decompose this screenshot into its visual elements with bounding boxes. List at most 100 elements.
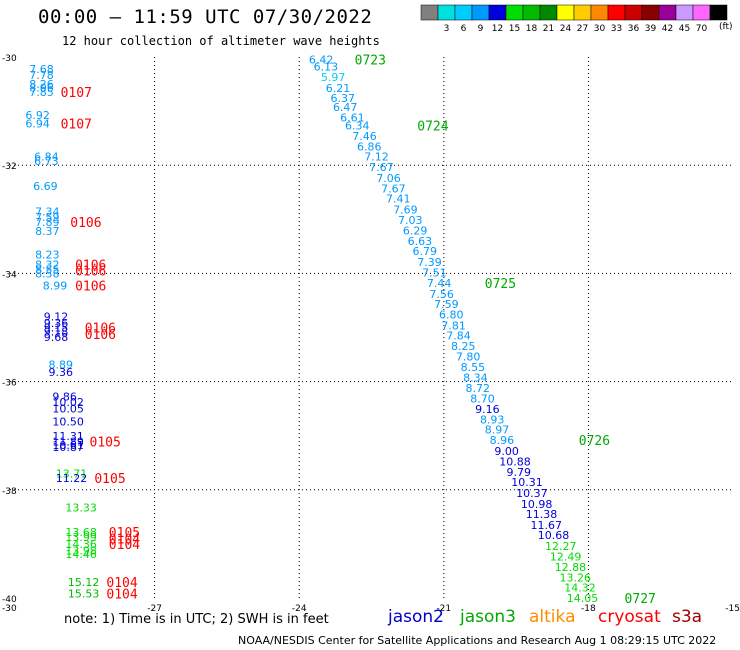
swh-value-label: 7.84	[446, 330, 471, 343]
swh-value-label: 12.88	[555, 561, 587, 574]
swh-value-label: 9.16	[475, 403, 500, 416]
x-tick-label: -30	[2, 604, 17, 614]
swh-value-label: 8.23	[35, 248, 60, 261]
swh-value-label: 10.37	[516, 487, 548, 500]
colorbar-label: 6	[461, 24, 467, 34]
swh-value-label: 9.36	[49, 366, 73, 379]
time-label: 0723	[355, 54, 386, 69]
time-label: 0105	[94, 472, 125, 487]
y-tick-label: -30	[2, 54, 17, 64]
swh-value-label: 11.31	[52, 430, 84, 443]
colorbar-label: 24	[560, 24, 572, 34]
colorbar-label: 36	[628, 24, 640, 34]
colorbar-label: 30	[594, 24, 606, 34]
colorbar-label: 39	[645, 24, 657, 34]
time-label: 0104	[106, 588, 137, 603]
swh-value-label: 6.94	[25, 118, 50, 131]
colorbar-swatch	[590, 4, 609, 21]
y-tick-label: -40	[2, 595, 17, 605]
colorbar-label: 21	[543, 24, 554, 34]
time-label: 0106	[70, 216, 101, 231]
swh-value-label: 9.36	[44, 317, 69, 330]
swh-value-label: 13.26	[559, 571, 591, 584]
colorbar-swatch	[573, 4, 592, 21]
swh-value-label: 12.49	[550, 550, 582, 563]
colorbar-swatch	[556, 4, 575, 21]
time-label: 0106	[85, 322, 116, 337]
legend-altika: altika	[529, 607, 576, 627]
swh-value-label: 8.32	[35, 259, 60, 272]
x-tick-label: -21	[436, 604, 451, 614]
swh-value-label: 7.39	[417, 256, 442, 269]
swh-value-label: 7.85	[29, 86, 53, 99]
colorbar-swatch	[488, 4, 507, 21]
swh-value-label: 8.89	[49, 358, 73, 371]
swh-value-label: 13.33	[65, 502, 97, 515]
track-west: 7.687.788.268.067.85 6.926.94 6.846.73 6.69…	[25, 63, 140, 603]
swh-value-label: 7.03	[398, 214, 423, 227]
colorbar-label: 18	[526, 24, 538, 34]
swh-value-label: 10.88	[499, 456, 530, 469]
colorbar-label: 3	[444, 24, 450, 34]
swh-value-label: 7.69	[393, 204, 418, 217]
footer-note: note: 1) Time is in UTC; 2) SWH is in fe…	[64, 612, 329, 627]
swh-value-label: 10.61	[52, 439, 84, 452]
x-tick-label: -24	[292, 604, 307, 614]
swh-value-label: 13.99	[65, 531, 97, 544]
colorbar-label: 33	[611, 24, 622, 34]
swh-value-label: 9.15	[44, 322, 69, 335]
swh-value-label: 7.78	[29, 69, 53, 82]
swh-value-label: 7.59	[35, 211, 60, 224]
swh-value-label: 15.53	[68, 588, 100, 601]
swh-value-label: 10.05	[52, 403, 84, 416]
time-label: 0725	[485, 277, 516, 292]
swh-value-label: 6.63	[408, 235, 433, 248]
swh-value-label: 6.42	[309, 54, 334, 67]
x-tick-label: -27	[147, 604, 162, 614]
swh-value-label: 9.79	[506, 466, 530, 479]
swh-value-label: 8.97	[485, 424, 510, 437]
swh-value-label: 7.12	[364, 151, 389, 164]
swh-value-label: 9.00	[494, 445, 519, 458]
colorbar-swatch	[420, 4, 439, 21]
colorbar-label: 70	[696, 24, 708, 34]
swh-value-label: 6.13	[314, 61, 339, 74]
time-label: 0726	[579, 434, 610, 449]
swh-value-label: 10.31	[511, 476, 543, 489]
swh-value-label: 6.21	[326, 82, 351, 95]
swh-value-label: 6.80	[439, 309, 464, 322]
colorbar-unit: (ft)	[719, 22, 733, 32]
swh-value-label: 6.61	[340, 112, 365, 125]
time-label: 0107	[61, 118, 92, 133]
swh-value-label: 8.55	[35, 264, 60, 277]
swh-value-label: 10.02	[52, 396, 84, 409]
time-label: 0104	[109, 532, 140, 547]
swh-value-label: 6.29	[403, 225, 428, 238]
legend-jason2: jason2	[388, 607, 444, 627]
swh-value-label: 14.46	[65, 548, 97, 561]
time-label: 0106	[75, 265, 106, 280]
colorbar-swatch	[454, 4, 473, 21]
swh-value-label: 13.71	[56, 468, 88, 481]
swh-value-label: 11.22	[56, 472, 88, 485]
colorbar-swatch	[607, 4, 626, 21]
colorbar-swatch	[505, 4, 524, 21]
swh-value-label: 8.06	[29, 81, 53, 94]
colorbar-swatch	[437, 4, 456, 21]
time-label: 0106	[75, 279, 106, 294]
swh-value-label: 8.70	[470, 392, 495, 405]
colorbar-swatch	[675, 4, 694, 21]
footer-credit: NOAA/NESDIS Center for Satellite Applica…	[238, 634, 717, 647]
swh-value-label: 6.73	[34, 155, 59, 168]
swh-value-label: 13.98	[65, 544, 97, 557]
swh-value-label: 8.99	[43, 279, 68, 292]
colorbar-label: 15	[509, 24, 520, 34]
colorbar-swatch	[522, 4, 541, 21]
x-tick-label: -15	[725, 604, 740, 614]
swh-value-label: 5.97	[321, 71, 346, 84]
swh-value-label: 11.38	[526, 508, 558, 521]
swh-value-label: 9.18	[44, 325, 69, 338]
colorbar-swatch	[471, 4, 490, 21]
time-label: 0106	[85, 328, 116, 343]
